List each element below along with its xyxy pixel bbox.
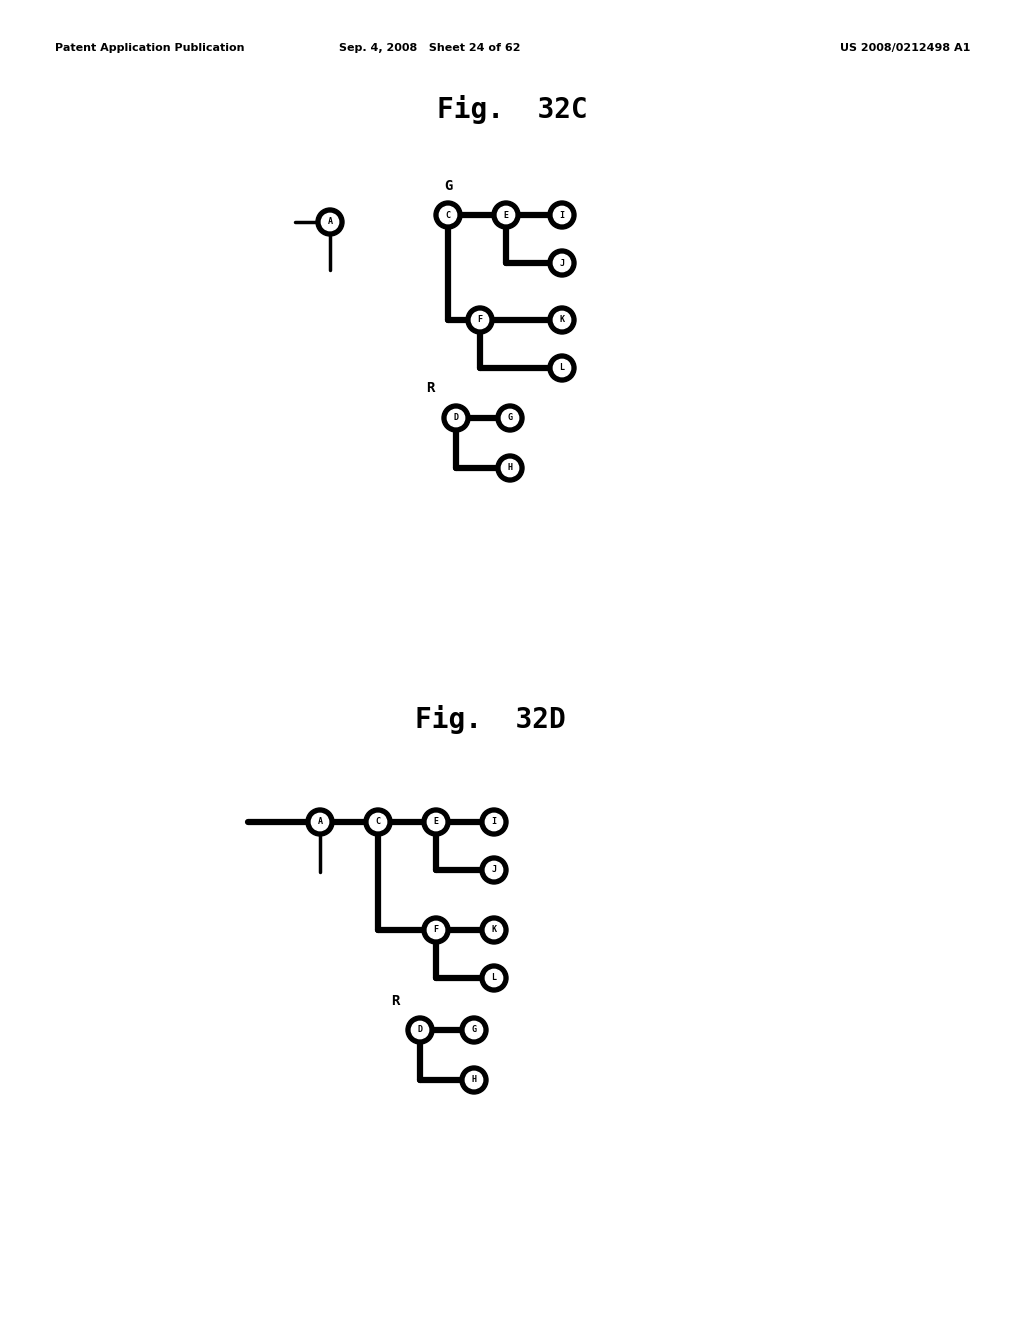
Circle shape (439, 206, 457, 223)
Text: L: L (492, 974, 497, 982)
Circle shape (553, 359, 570, 376)
Text: H: H (471, 1076, 476, 1085)
Circle shape (422, 916, 450, 944)
Text: A: A (317, 817, 323, 826)
Circle shape (492, 201, 520, 228)
Circle shape (502, 459, 519, 477)
Text: D: D (454, 413, 459, 422)
Circle shape (442, 404, 470, 432)
Circle shape (485, 969, 503, 986)
Circle shape (306, 808, 334, 836)
Text: A: A (328, 218, 333, 227)
Text: C: C (376, 817, 381, 826)
Text: J: J (559, 259, 564, 268)
Text: Fig.  32D: Fig. 32D (415, 705, 565, 734)
Circle shape (548, 201, 575, 228)
Circle shape (427, 813, 444, 830)
Circle shape (406, 1016, 434, 1044)
Circle shape (548, 354, 575, 381)
Text: H: H (508, 463, 512, 473)
Text: K: K (492, 925, 497, 935)
Circle shape (496, 454, 524, 482)
Text: G: G (508, 413, 512, 422)
Circle shape (548, 249, 575, 277)
Circle shape (465, 1072, 482, 1089)
Circle shape (364, 808, 392, 836)
Circle shape (422, 808, 450, 836)
Circle shape (548, 306, 575, 334)
Text: J: J (492, 866, 497, 874)
Text: L: L (559, 363, 564, 372)
Circle shape (496, 404, 524, 432)
Circle shape (480, 964, 508, 993)
Circle shape (460, 1016, 488, 1044)
Circle shape (322, 214, 339, 231)
Circle shape (471, 312, 488, 329)
Circle shape (434, 201, 462, 228)
Circle shape (498, 206, 515, 223)
Text: F: F (477, 315, 482, 325)
Text: US 2008/0212498 A1: US 2008/0212498 A1 (840, 44, 970, 53)
Circle shape (485, 862, 503, 879)
Circle shape (480, 916, 508, 944)
Circle shape (480, 855, 508, 884)
Text: Patent Application Publication: Patent Application Publication (55, 44, 245, 53)
Circle shape (553, 312, 570, 329)
Text: I: I (559, 210, 564, 219)
Circle shape (553, 206, 570, 223)
Text: E: E (433, 817, 438, 826)
Text: R: R (426, 381, 434, 395)
Text: E: E (504, 210, 509, 219)
Circle shape (370, 813, 387, 830)
Text: R: R (391, 994, 399, 1008)
Circle shape (316, 209, 344, 236)
Circle shape (465, 1022, 482, 1039)
Circle shape (553, 255, 570, 272)
Circle shape (427, 921, 444, 939)
Text: Sep. 4, 2008   Sheet 24 of 62: Sep. 4, 2008 Sheet 24 of 62 (339, 44, 521, 53)
Circle shape (460, 1067, 488, 1094)
Circle shape (412, 1022, 429, 1039)
Text: Fig.  32C: Fig. 32C (436, 95, 588, 124)
Text: G: G (443, 180, 453, 193)
Text: F: F (433, 925, 438, 935)
Circle shape (502, 409, 519, 426)
Circle shape (466, 306, 494, 334)
Text: I: I (492, 817, 497, 826)
Text: C: C (445, 210, 451, 219)
Circle shape (480, 808, 508, 836)
Text: K: K (559, 315, 564, 325)
Circle shape (311, 813, 329, 830)
Circle shape (447, 409, 465, 426)
Circle shape (485, 813, 503, 830)
Text: D: D (418, 1026, 423, 1035)
Circle shape (485, 921, 503, 939)
Text: G: G (471, 1026, 476, 1035)
